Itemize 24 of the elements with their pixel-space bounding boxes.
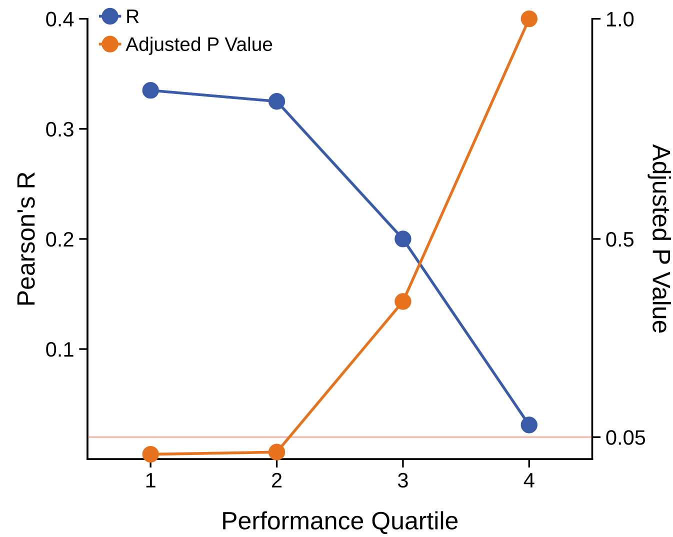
- point: [142, 82, 159, 99]
- point: [520, 10, 538, 28]
- point: [520, 416, 538, 434]
- point: [394, 230, 412, 248]
- y2-axis-title: Adjusted P Value: [648, 144, 671, 333]
- y-tick-label: 0.3: [46, 122, 74, 137]
- y-axis-title: Pearson's R: [17, 172, 35, 305]
- y-tick-label: 0.2: [46, 232, 74, 247]
- y2-tick-label: 0.05: [606, 430, 646, 445]
- point: [268, 93, 286, 110]
- legend-label: R: [127, 10, 139, 24]
- legend-label: Adjusted P Value: [126, 36, 272, 55]
- y-tick-label: 0.4: [46, 12, 74, 27]
- point: [394, 293, 412, 310]
- y-tick-label: 0.1: [46, 342, 74, 357]
- point: [142, 446, 159, 463]
- y2-tick-label: 0.5: [606, 232, 634, 247]
- point: [268, 444, 286, 460]
- x-tick-label: 3: [398, 472, 408, 488]
- x-tick-label: 4: [524, 473, 534, 488]
- x-tick-label: 1: [146, 473, 156, 488]
- y2-tick-label: 1.0: [607, 12, 634, 27]
- x-tick-label: 2: [272, 472, 282, 488]
- x-axis-title: Performance Quartile: [223, 511, 458, 534]
